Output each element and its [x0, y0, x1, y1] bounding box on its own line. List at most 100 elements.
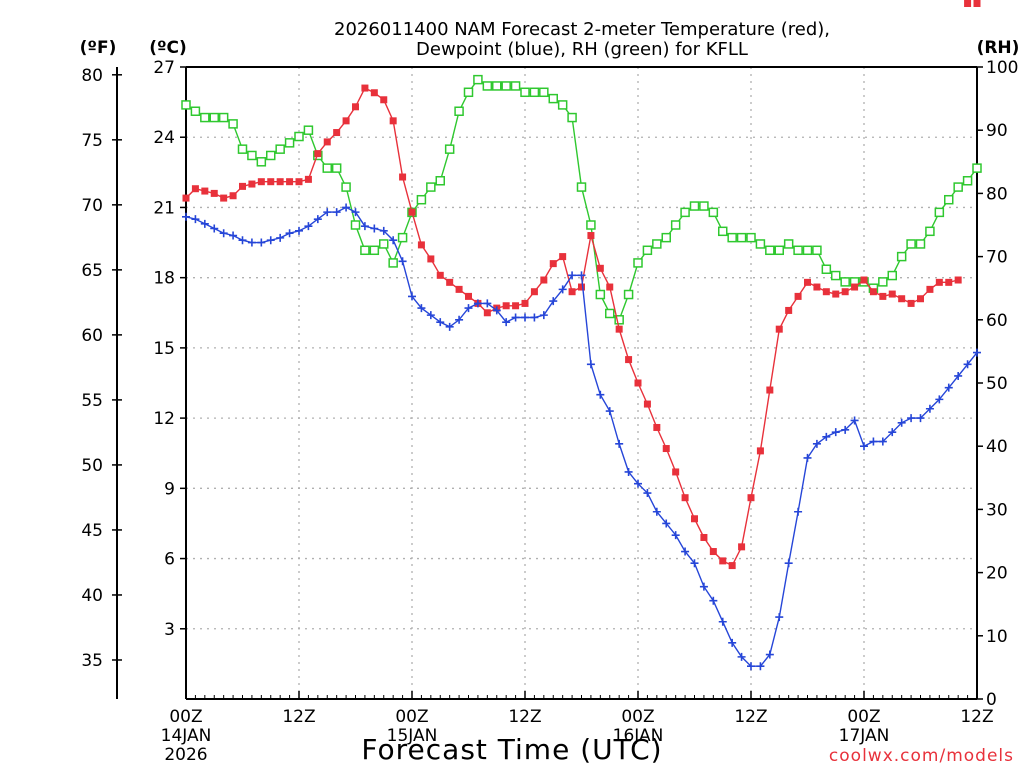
2-meter-temperature-point [342, 117, 350, 125]
2-meter-temperature-point [728, 562, 736, 570]
celsius-tick-label: 21 [153, 198, 175, 218]
2-meter-temperature-point [634, 379, 642, 387]
dewpoint-point [671, 531, 680, 540]
rh-point [708, 207, 719, 218]
dewpoint-point [473, 299, 482, 308]
2-meter-temperature-point [888, 290, 896, 298]
2-meter-temperature-point [380, 96, 388, 104]
x-tick-date-label: 16JAN [613, 726, 664, 746]
dewpoint-point [944, 383, 953, 392]
dewpoint-point [417, 304, 426, 313]
dewpoint-point [634, 479, 642, 488]
2-meter-temperature-point [719, 557, 727, 565]
rh-point [595, 289, 606, 300]
dewpoint-point [756, 662, 765, 671]
rh-tick-label: 80 [986, 184, 1008, 204]
x-tick-date-label: 14JAN [161, 726, 212, 746]
rh-point [746, 232, 756, 243]
dewpoint-point [850, 416, 859, 425]
2-meter-temperature-point [672, 468, 680, 476]
fahrenheit-unit-label: (ºF) [80, 38, 117, 58]
fahrenheit-tick-label: 75 [81, 131, 103, 151]
rh-point [520, 87, 530, 98]
dewpoint-point [643, 489, 652, 498]
rh-point [256, 157, 267, 167]
axis-layer: 35 40 45 50 55 60 65 70 75 80 3 6 9 12 15 18 21 24 27 0 10 20… [81, 58, 1018, 765]
rh-point [548, 93, 558, 104]
dewpoint-point [878, 437, 887, 446]
rh-point [661, 232, 671, 243]
2-meter-temperature-point [973, 0, 981, 7]
2-meter-temperature-point [747, 494, 755, 502]
celsius-tick-label: 24 [153, 128, 175, 148]
rh-point [736, 232, 747, 243]
dewpoint-point [426, 311, 435, 320]
rh-point [331, 163, 342, 173]
2-meter-temperature-point [643, 400, 651, 408]
dewpoint-point [652, 507, 661, 516]
fahrenheit-tick-label: 35 [81, 651, 103, 671]
dewpoint-point [586, 360, 595, 369]
fahrenheit-tick-label: 45 [81, 521, 103, 541]
2-meter-temperature-point [691, 515, 698, 523]
2-meter-temperature-point [465, 292, 472, 300]
rh-point [802, 245, 813, 256]
rh-point [934, 207, 945, 218]
2-meter-temperature-point [615, 325, 623, 333]
dewpoint-point [398, 257, 407, 266]
rh-point [473, 74, 483, 85]
2-meter-temperature-point [248, 180, 256, 188]
dewpoint-point [210, 224, 219, 233]
dewpoint-point [549, 297, 558, 306]
2-meter-temperature-point [738, 543, 746, 551]
dewpoint-point [445, 322, 454, 331]
series-layer [181, 0, 982, 671]
chart-title-line1: 2026011400 NAM Forecast 2-meter Temperat… [334, 19, 830, 40]
2-meter-temperature-point [794, 292, 802, 300]
chart-title-line2: Dewpoint (blue), RH (green) for KFLL [416, 39, 748, 60]
x-tick-year-label: 2026 [164, 745, 207, 765]
dewpoint-point [916, 414, 925, 423]
rh-point [840, 277, 850, 287]
2-meter-temperature-point [530, 288, 538, 296]
2-meter-temperature-point [239, 182, 246, 190]
2-meter-temperature-point [681, 494, 689, 502]
rh-point [793, 245, 803, 256]
rh-point [294, 131, 304, 142]
2-meter-temperature-point [427, 255, 435, 263]
2-meter-temperature-point [907, 299, 915, 307]
2-meter-temperature-point [578, 283, 585, 291]
2-meter-temperature-point [822, 288, 830, 296]
2-meter-temperature-point [954, 276, 962, 284]
dewpoint-point [869, 437, 878, 446]
rh-point [633, 258, 643, 268]
x-tick-label: 12Z [282, 707, 315, 727]
dewpoint-point [285, 229, 294, 238]
rh-point [878, 277, 888, 287]
rh-point [369, 245, 380, 256]
rh-tick-label: 20 [986, 564, 1008, 584]
rh-point [576, 182, 587, 192]
2-meter-temperature-point [841, 288, 849, 296]
rh-point [463, 87, 474, 98]
rh-tick-label: 0 [986, 690, 997, 710]
dewpoint-point [389, 236, 398, 245]
2-meter-temperature-point [766, 386, 774, 394]
2-meter-temperature-point [408, 208, 416, 216]
dewpoint-point [737, 652, 746, 661]
2-meter-temperature-point [625, 356, 633, 364]
2-meter-temperature-point [898, 295, 906, 303]
celsius-tick-label: 9 [164, 479, 175, 499]
2-meter-temperature-point [568, 288, 576, 296]
x-tick-date-label: 15JAN [387, 726, 438, 746]
rh-point [416, 194, 427, 205]
dewpoint-point [436, 318, 445, 327]
2-meter-temperature-point [286, 178, 294, 186]
dewpoint-point [747, 662, 755, 671]
dewpoint-point [219, 229, 228, 238]
dewpoint-point [615, 439, 624, 448]
rh-tick-label: 90 [986, 121, 1008, 141]
rh-point [586, 220, 596, 230]
dewpoint-point [182, 212, 190, 221]
dewpoint-point [897, 418, 906, 427]
